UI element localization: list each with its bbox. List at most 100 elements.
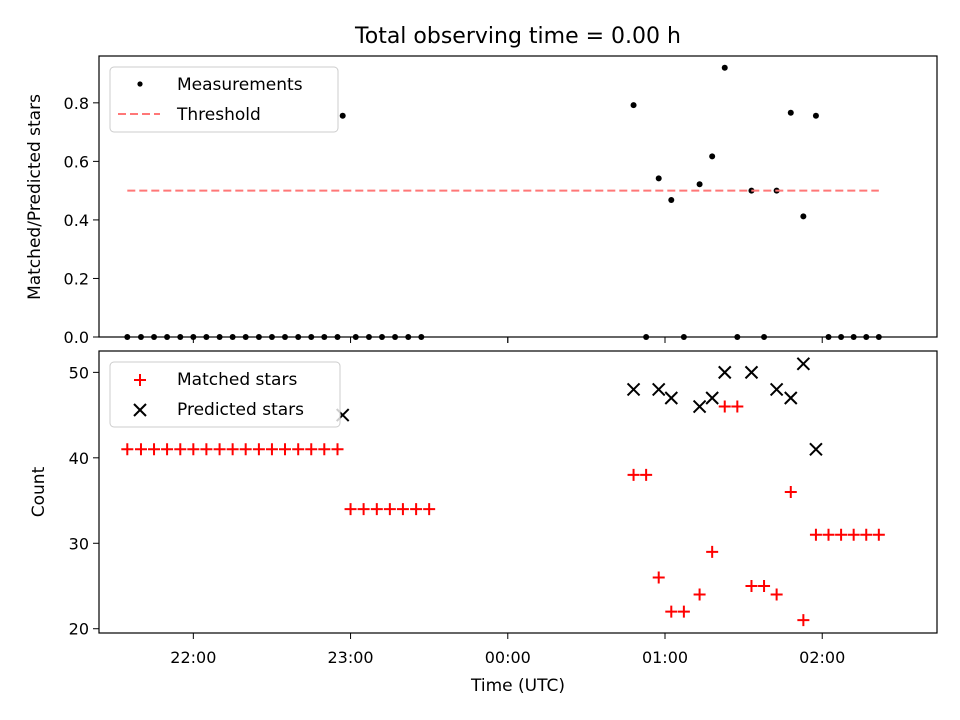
measurements-legend-label: Measurements (177, 75, 303, 95)
measurement-point (721, 64, 728, 71)
matched-star-point (835, 528, 848, 541)
ratio-y-tick-label: 0.8 (64, 94, 89, 113)
matched-star-point (809, 528, 822, 541)
measurement-point (787, 109, 794, 116)
matched-star-point (344, 503, 357, 516)
matched-star-point (677, 605, 690, 618)
x-axis-label: Time (UTC) (470, 676, 565, 696)
measurement-point (655, 175, 662, 182)
matched-star-point (265, 443, 278, 456)
predicted-star-point (664, 391, 679, 405)
figure-title: Total observing time = 0.00 h (354, 24, 681, 49)
matched-star-point (652, 571, 665, 584)
predicted-star-point (705, 391, 719, 405)
measurement-point (709, 153, 716, 160)
x-tick-label: 00:00 (485, 648, 531, 667)
count-legend-box (109, 361, 341, 428)
matched-star-point (278, 443, 291, 456)
matched-star-point (706, 545, 719, 558)
ratio-plot-frame (98, 55, 938, 338)
count-axis-ticks: 20 30 40 50 22:00 23:00 00:00 01:00 02:00 (69, 363, 846, 667)
ratio-y-axis-label: Matched/Predicted stars (25, 94, 45, 300)
matched-star-point (357, 503, 370, 516)
measurements-legend-marker (137, 81, 143, 87)
count-y-tick-label: 50 (69, 363, 89, 382)
matched-star-point (148, 443, 161, 456)
threshold-legend-label: Threshold (176, 105, 261, 125)
count-plot-frame (98, 350, 938, 634)
count-y-tick-label: 30 (69, 534, 89, 553)
ratio-legend-box (109, 66, 339, 133)
matched-star-point (134, 443, 147, 456)
matched-star-point (847, 528, 860, 541)
matched-star-point (174, 443, 187, 456)
measurement-point (696, 181, 703, 188)
ratio-y-tick-label: 0.0 (64, 328, 89, 347)
matched-star-point (121, 443, 134, 456)
matched-star-point (213, 443, 226, 456)
x-tick-label: 22:00 (170, 648, 216, 667)
ratio-y-tick-label: 0.4 (64, 211, 89, 230)
matched-star-point (292, 443, 305, 456)
count-y-tick-label: 40 (69, 449, 89, 468)
ratio-y-tick-label: 0.2 (64, 269, 89, 288)
count-marks (121, 357, 885, 627)
ratio-panel: 0.00.20.40.60.8 Matched/Predicted stars … (25, 55, 938, 347)
matched-star-point (745, 580, 758, 592)
matched-star-point (693, 588, 706, 601)
predicted-star-point (809, 442, 823, 456)
count-y-axis-label: Count (29, 466, 49, 517)
predicted-star-point (718, 365, 732, 380)
predicted-star-point (784, 391, 798, 405)
matched-star-point (370, 503, 383, 516)
matched-star-point (423, 503, 436, 516)
predicted-star-point (769, 382, 784, 397)
matched-star-point (731, 400, 744, 413)
matched-star-point (758, 580, 771, 592)
x-tick-label: 02:00 (799, 648, 845, 667)
matched-star-point (640, 468, 653, 481)
measurement-point (630, 102, 637, 109)
ratio-axis-ticks: 0.0 0.2 0.4 0.6 0.8 (64, 94, 823, 347)
matched-star-point (410, 503, 423, 516)
predicted-star-point (626, 382, 641, 397)
matched-star-point (200, 443, 213, 456)
matched-star-point (383, 503, 396, 516)
count-legend: Matched stars Predicted stars (109, 361, 341, 428)
matched-star-point (665, 605, 678, 618)
predicted-star-point (652, 382, 666, 397)
ratio-legend: Measurements Threshold (109, 66, 339, 133)
matched-star-point (797, 614, 810, 627)
matched-star-point (239, 443, 252, 456)
ratio-y-tick-label: 0.6 (64, 152, 89, 171)
matched-star-point (305, 443, 318, 456)
matched-star-point (226, 443, 239, 456)
measurement-point (339, 112, 346, 119)
matched-star-point (718, 400, 731, 413)
ratio-marks (124, 64, 882, 340)
matched-star-point (252, 443, 265, 456)
x-tick-label: 23:00 (328, 648, 374, 667)
predicted-star-point (796, 357, 811, 371)
matched-star-point (822, 528, 835, 541)
measurement-point (668, 197, 675, 204)
matched-legend-label: Matched stars (177, 370, 297, 390)
matched-legend-marker (134, 374, 146, 386)
matched-star-point (784, 486, 797, 498)
matched-star-point (161, 443, 174, 456)
matched-star-point (770, 588, 783, 601)
predicted-legend-marker (133, 403, 147, 417)
matched-star-point (331, 443, 344, 456)
matched-star-point (872, 528, 885, 541)
x-tick-label: 01:00 (642, 648, 688, 667)
measurement-point (812, 112, 819, 119)
predicted-legend-label: Predicted stars (177, 400, 304, 420)
predicted-star-point (744, 365, 759, 380)
matched-star-point (627, 468, 640, 481)
predicted-star-point (692, 399, 707, 414)
matched-star-point (860, 528, 873, 541)
measurement-point (800, 213, 807, 220)
matched-star-point (187, 443, 200, 456)
